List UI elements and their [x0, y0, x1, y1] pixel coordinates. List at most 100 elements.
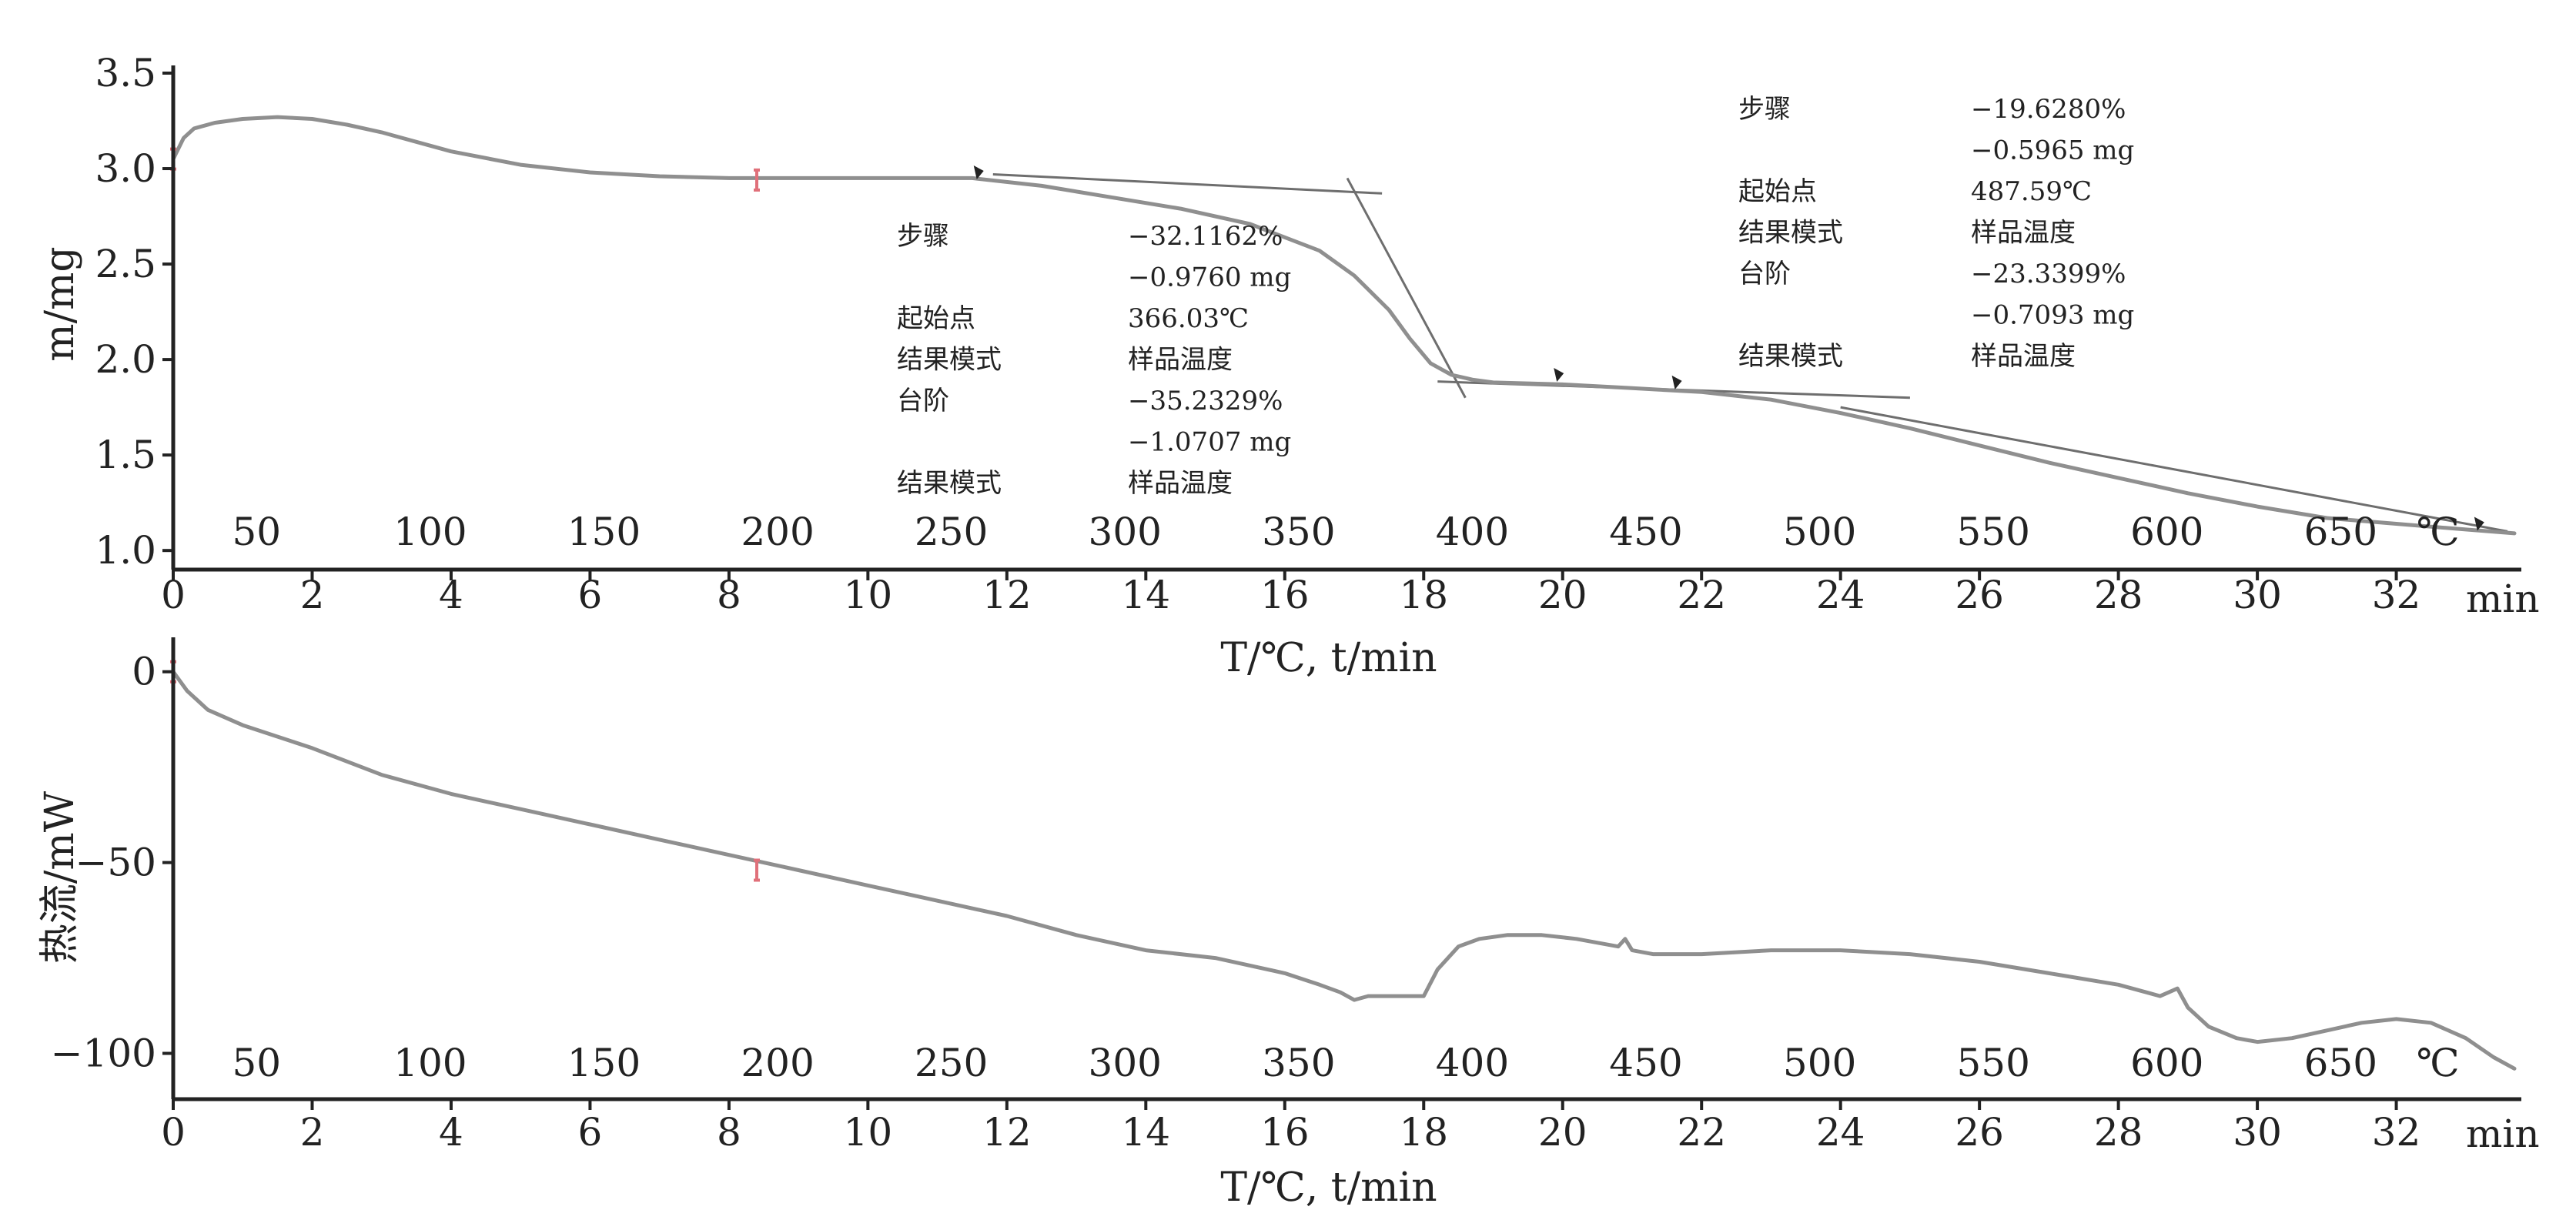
annotation-value: 366.03℃	[1128, 303, 1249, 334]
annotation-value: −0.9760 mg	[1128, 262, 1291, 293]
annotation-label: 结果模式	[897, 468, 1002, 499]
annotation-label: 起始点	[897, 303, 975, 334]
heat-flow-x-tick-label: 24	[1816, 1110, 1865, 1155]
mass-x-tick-label: 20	[1538, 573, 1587, 617]
annotation-value: −32.1162%	[1128, 221, 1283, 252]
heat-flow-x-tick-label: 0	[161, 1110, 186, 1155]
heat-flow-temperature-label: 350	[1262, 1041, 1335, 1085]
mass-tangent-line-2	[1346, 177, 1467, 399]
heat-flow-x-tick-label: 2	[300, 1110, 325, 1155]
mass-x-tick-label: 30	[2233, 573, 2282, 617]
annotation-label: 步骤	[1738, 94, 1791, 125]
annotation-value: 487.59℃	[1971, 176, 2092, 207]
annotation-label: 起始点	[1738, 176, 1817, 207]
mass-tangent-line-4	[1840, 406, 2508, 533]
mass-temperature-label: 200	[741, 510, 814, 554]
annotation-label: 台阶	[1738, 259, 1791, 289]
mass-evaluation-marker-3	[973, 165, 984, 179]
heat-flow-series-line	[171, 670, 2517, 1071]
annotation-value: 样品温度	[1128, 345, 1233, 376]
mass-temperature-label: 400	[1436, 510, 1509, 554]
mass-y-tick-label: 3.0	[95, 146, 156, 191]
heat-flow-temperature-label: 500	[1783, 1041, 1856, 1085]
annotation-value: −19.6280%	[1971, 94, 2126, 125]
mass-temperature-label: 50	[232, 510, 281, 554]
mass-x-tick-label: 2	[300, 573, 325, 617]
heat-flow-x-tick-label: 12	[982, 1110, 1032, 1155]
heat-flow-y-tick-label: 0	[132, 650, 156, 694]
heat-flow-x-tick-label: 6	[578, 1110, 603, 1155]
heat-flow-x-axis-title: T/℃, t/min	[1220, 1165, 1437, 1210]
mass-temperature-label: 650	[2304, 510, 2377, 554]
mass-x-tick-label: 24	[1816, 573, 1865, 617]
heat-flow-x-tick-label: 4	[439, 1110, 463, 1155]
annotation-label: 台阶	[897, 386, 949, 416]
mass-x-tick-label: 4	[439, 573, 463, 617]
heat-flow-x-tick-label: 14	[1122, 1110, 1171, 1155]
heat-flow-x-unit: min	[2466, 1111, 2540, 1156]
mass-x-tick-label: 32	[2372, 573, 2421, 617]
mass-x-tick-label: 22	[1677, 573, 1726, 617]
mass-y-tick-label: 3.5	[95, 51, 156, 95]
heat-flow-temperature-label: ℃	[2417, 1041, 2460, 1085]
heat-flow-temperature-label: 150	[567, 1041, 641, 1085]
annotation-label: 结果模式	[1738, 341, 1843, 372]
annotation-value: −0.5965 mg	[1971, 135, 2134, 166]
mass-temperature-label: 500	[1783, 510, 1856, 554]
annotation-label: 结果模式	[1738, 218, 1843, 249]
annotation-label: 步骤	[897, 221, 949, 252]
heat-flow-range-marker-2	[753, 858, 760, 882]
heat-flow-x-tick-label: 22	[1677, 1110, 1726, 1155]
heat-flow-temperature-label: 100	[393, 1041, 467, 1085]
heat-flow-temperature-label: 650	[2304, 1041, 2377, 1085]
heat-flow-temperature-label: 300	[1089, 1041, 1162, 1085]
mass-evaluation-marker-4	[1554, 367, 1564, 382]
heat-flow-temperature-label: 50	[232, 1041, 281, 1085]
mass-temperature-label: ℃	[2417, 510, 2460, 554]
mass-x-tick-label: 28	[2094, 573, 2143, 617]
mass-axes: 1.01.52.02.53.03.50 2 4 6 8 10 12 14 16 18 20 22 24 2…	[95, 51, 2521, 617]
mass-temperature-label: 100	[393, 510, 467, 554]
heat-flow-y-tick-label: −50	[75, 841, 156, 885]
heat-flow-temperature-label: 200	[741, 1041, 814, 1085]
mass-y-tick-label: 2.0	[95, 337, 156, 382]
mass-temperature-label: 300	[1089, 510, 1162, 554]
mass-tangent-line-1	[992, 172, 1383, 195]
heat-flow-temperature-label: 400	[1436, 1041, 1509, 1085]
mass-y-tick-label: 2.5	[95, 242, 156, 286]
heat-flow-x-tick-label: 32	[2372, 1110, 2421, 1155]
heat-flow-temperature-label: 250	[915, 1041, 988, 1085]
mass-x-tick-label: 0	[161, 573, 186, 617]
heat-flow-x-tick-label: 10	[844, 1110, 893, 1155]
heat-flow-temperature-label: 550	[1956, 1041, 2029, 1085]
mass-range-marker-2	[753, 168, 760, 192]
heat-flow-x-tick-label: 8	[717, 1110, 741, 1155]
heat-flow-x-tick-label: 20	[1538, 1110, 1587, 1155]
annotation-value: −23.3399%	[1971, 259, 2126, 289]
mass-temperature-label: 250	[915, 510, 988, 554]
mass-temperature-label: 350	[1262, 510, 1335, 554]
heat-flow-x-tick-label: 30	[2233, 1110, 2282, 1155]
mass-curve-layer	[170, 115, 2517, 536]
heat-flow-x-tick-label: 16	[1260, 1110, 1310, 1155]
mass-x-tick-label: 6	[578, 573, 603, 617]
mass-temperature-label: 550	[1956, 510, 2029, 554]
heat-flow-temperature-label: 450	[1609, 1041, 1682, 1085]
heat-flow-temperature-label: 600	[2130, 1041, 2203, 1085]
heat-flow-x-tick-label: 26	[1955, 1110, 2004, 1155]
annotation-label: 结果模式	[897, 345, 1002, 376]
annotation-value: −35.2329%	[1128, 386, 1283, 416]
mass-x-tick-label: 26	[1955, 573, 2004, 617]
mass-evaluation-marker-6	[2474, 516, 2484, 531]
mass-temperature-label: 450	[1609, 510, 1682, 554]
mass-evaluation-marker-5	[1671, 375, 1682, 389]
mass-y-tick-label: 1.0	[95, 528, 156, 573]
heat-flow-y-tick-label: −100	[51, 1031, 156, 1076]
mass-x-tick-label: 8	[717, 573, 741, 617]
annotation-value: 样品温度	[1971, 341, 2076, 372]
